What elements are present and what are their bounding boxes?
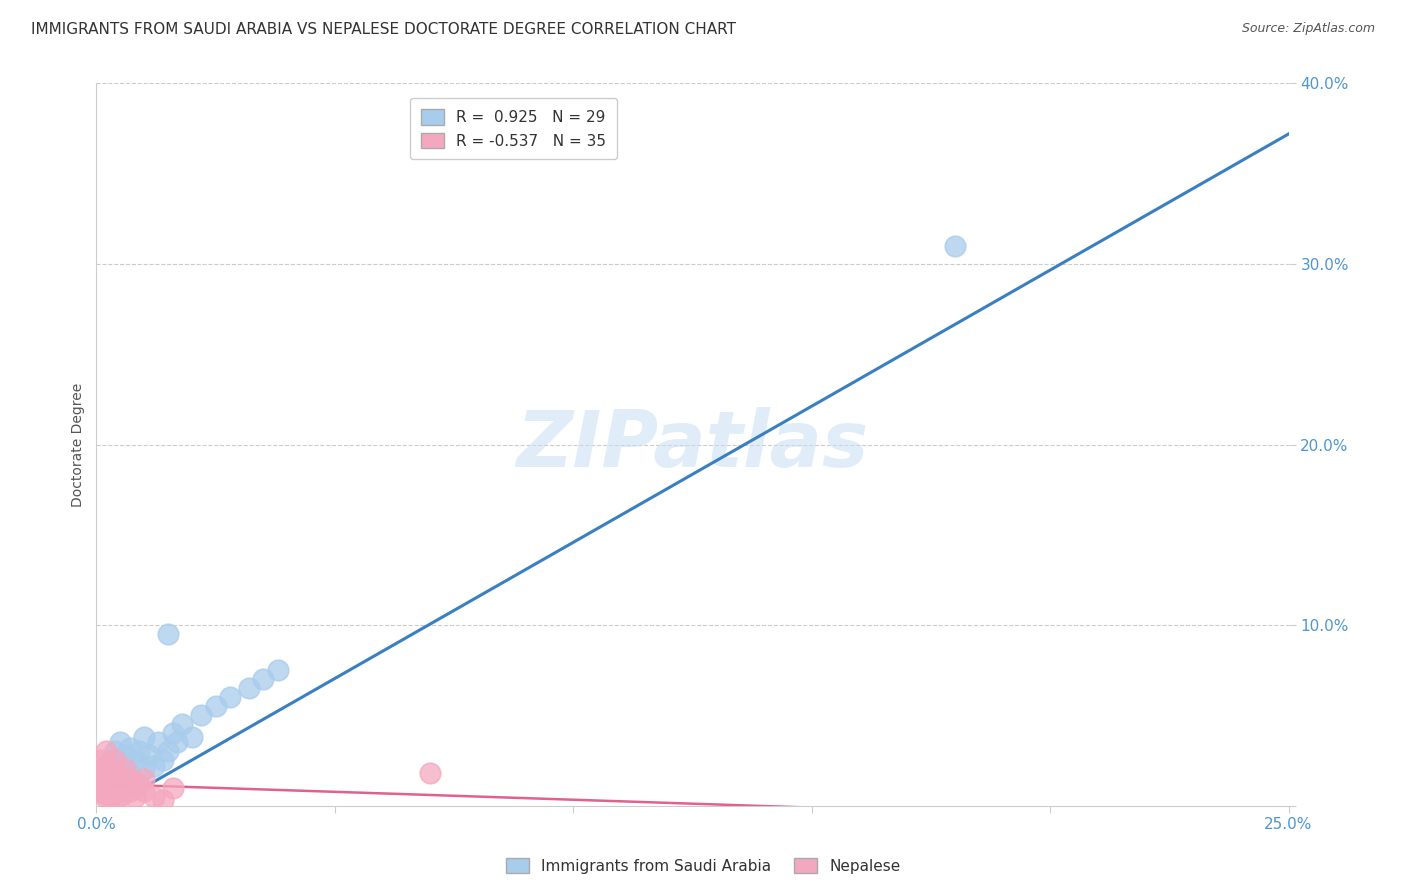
Text: ZIPatlas: ZIPatlas <box>516 407 869 483</box>
Point <box>190 708 212 723</box>
Point <box>100 789 122 804</box>
Point <box>104 780 127 795</box>
Point <box>124 789 146 804</box>
Point <box>156 627 179 641</box>
Point <box>108 763 131 777</box>
Point <box>118 784 141 798</box>
Point <box>128 777 150 791</box>
Point <box>108 772 131 786</box>
Point <box>108 789 131 804</box>
Point <box>90 780 112 795</box>
Point <box>94 744 117 758</box>
Point <box>132 784 155 798</box>
Point <box>118 766 141 780</box>
Point <box>118 740 141 755</box>
Point <box>114 759 136 773</box>
Point <box>142 759 165 773</box>
Point <box>104 744 127 758</box>
Point <box>94 777 117 791</box>
Point <box>94 791 117 805</box>
Point <box>100 754 122 768</box>
Point <box>104 766 127 780</box>
Legend: Immigrants from Saudi Arabia, Nepalese: Immigrants from Saudi Arabia, Nepalese <box>499 852 907 880</box>
Point <box>100 772 122 786</box>
Point <box>124 754 146 768</box>
Point <box>132 772 155 786</box>
Point <box>132 730 155 744</box>
Point <box>238 681 260 696</box>
Point <box>162 780 184 795</box>
Point <box>138 747 160 762</box>
Point <box>108 784 131 798</box>
Point <box>172 717 194 731</box>
Point <box>100 784 122 798</box>
Point <box>152 793 174 807</box>
Point <box>108 735 131 749</box>
Point <box>162 726 184 740</box>
Point <box>180 730 202 744</box>
Point <box>132 763 155 777</box>
Text: IMMIGRANTS FROM SAUDI ARABIA VS NEPALESE DOCTORATE DEGREE CORRELATION CHART: IMMIGRANTS FROM SAUDI ARABIA VS NEPALESE… <box>31 22 735 37</box>
Point <box>218 690 240 705</box>
Point <box>152 754 174 768</box>
Point <box>114 763 136 777</box>
Point <box>166 735 188 749</box>
Point <box>104 754 127 768</box>
Point <box>90 772 112 786</box>
Point <box>943 239 966 253</box>
Point <box>114 747 136 762</box>
Point <box>94 766 117 780</box>
Point <box>142 789 165 804</box>
Point <box>90 763 112 777</box>
Point <box>252 672 274 686</box>
Legend: R =  0.925   N = 29, R = -0.537   N = 35: R = 0.925 N = 29, R = -0.537 N = 35 <box>411 98 617 160</box>
Point <box>148 735 170 749</box>
Point <box>156 744 179 758</box>
Point <box>90 784 112 798</box>
Point <box>94 759 117 773</box>
Point <box>124 780 146 795</box>
Point <box>419 766 441 780</box>
Point <box>128 744 150 758</box>
Point <box>204 699 226 714</box>
Point <box>90 754 112 768</box>
Y-axis label: Doctorate Degree: Doctorate Degree <box>72 383 86 507</box>
Text: Source: ZipAtlas.com: Source: ZipAtlas.com <box>1241 22 1375 36</box>
Point <box>118 772 141 786</box>
Point <box>114 780 136 795</box>
Point <box>100 763 122 777</box>
Point <box>266 663 288 677</box>
Point <box>104 793 127 807</box>
Point <box>94 788 117 802</box>
